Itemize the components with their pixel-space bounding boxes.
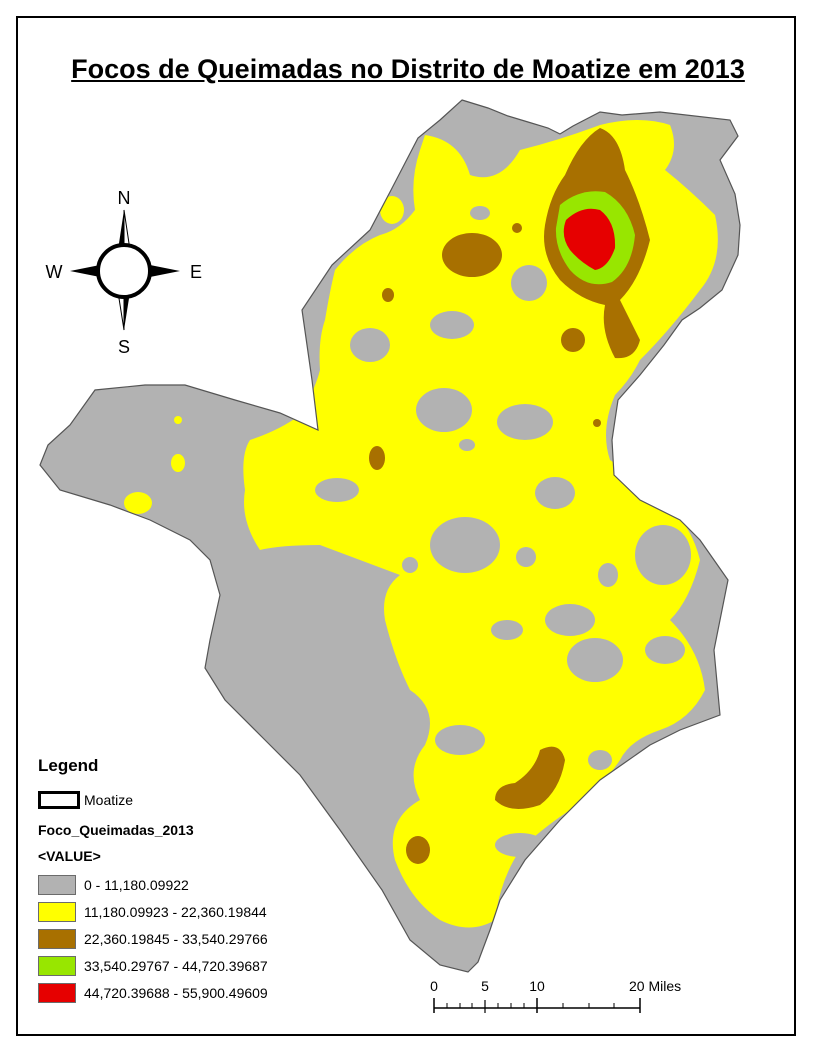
north-arrow-icon: N S W E xyxy=(46,188,203,357)
map-title: Focos de Queimadas no Distrito de Moatiz… xyxy=(71,54,745,84)
scale-tick-label: 0 xyxy=(430,978,438,994)
legend-swatch xyxy=(38,875,76,895)
legend-swatch xyxy=(38,902,76,922)
legend-swatch xyxy=(38,929,76,949)
legend-class-label: 44,720.39688 - 55,900.49609 xyxy=(84,985,268,1001)
legend-field-label: <VALUE> xyxy=(38,848,101,864)
legend-boundary-label: Moatize xyxy=(84,792,134,808)
compass-n: N xyxy=(118,188,131,208)
legend-class-row: 0 - 11,180.09922 xyxy=(38,874,189,896)
legend-title: Legend xyxy=(38,756,99,775)
legend-swatch xyxy=(38,983,76,1003)
scale-bar: 0 5 10 20 Miles xyxy=(430,978,681,1013)
legend-class-row: 22,360.19845 - 33,540.29766 xyxy=(38,928,268,950)
legend-class-row: 44,720.39688 - 55,900.49609 xyxy=(38,982,268,1004)
legend-class-label: 33,540.29767 - 44,720.39687 xyxy=(84,958,268,974)
legend-boundary-row: Moatize xyxy=(38,789,133,811)
scale-tick-label: 10 xyxy=(529,978,545,994)
legend-class-row: 11,180.09923 - 22,360.19844 xyxy=(38,901,267,923)
class-low-holes xyxy=(315,206,691,857)
map-frame xyxy=(16,16,796,1036)
compass-s: S xyxy=(118,337,130,357)
legend-class-label: 22,360.19845 - 33,540.29766 xyxy=(84,931,268,947)
district-boundary xyxy=(39,99,741,973)
legend-layer-name: Foco_Queimadas_2013 xyxy=(38,822,194,838)
legend: Legend Moatize Foco_Queimadas_2013 <VALU… xyxy=(38,756,368,1016)
legend-class-row: 33,540.29767 - 44,720.39687 xyxy=(38,955,268,977)
class-extreme-area xyxy=(563,208,616,270)
scale-tick-label: 5 xyxy=(481,978,489,994)
compass-w: W xyxy=(46,262,63,282)
compass-e: E xyxy=(190,262,202,282)
legend-class-label: 11,180.09923 - 22,360.19844 xyxy=(84,904,267,920)
legend-swatch xyxy=(38,956,76,976)
legend-class-label: 0 - 11,180.09922 xyxy=(84,877,189,893)
boundary-swatch xyxy=(38,791,80,809)
scale-tick-label: 20 Miles xyxy=(629,978,681,994)
